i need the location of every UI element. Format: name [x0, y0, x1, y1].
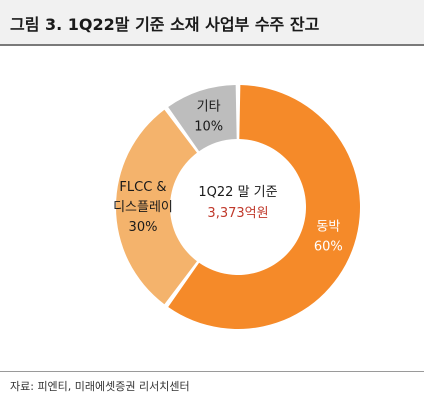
- donut-slice-1: [116, 109, 197, 305]
- title-bar: [0, 0, 424, 44]
- source-note: 자료: 피엔티, 미래에셋증권 리서치센터: [10, 380, 190, 393]
- donut-slice-2: [168, 85, 237, 152]
- center-value: 3,373억원: [207, 206, 268, 221]
- source-divider: [0, 371, 424, 372]
- title-divider: [0, 44, 424, 46]
- center-label: 1Q22 말 기준: [198, 185, 277, 200]
- slice-label-1: FLCC & 디스플레이 30%: [113, 180, 173, 235]
- slice-label-2: 기타 10%: [194, 100, 223, 135]
- slice-label-0: 동박 60%: [314, 219, 343, 254]
- donut-slice-0: [168, 85, 361, 329]
- chart-title: 그림 3. 1Q22말 기준 소재 사업부 수주 잔고: [10, 15, 320, 34]
